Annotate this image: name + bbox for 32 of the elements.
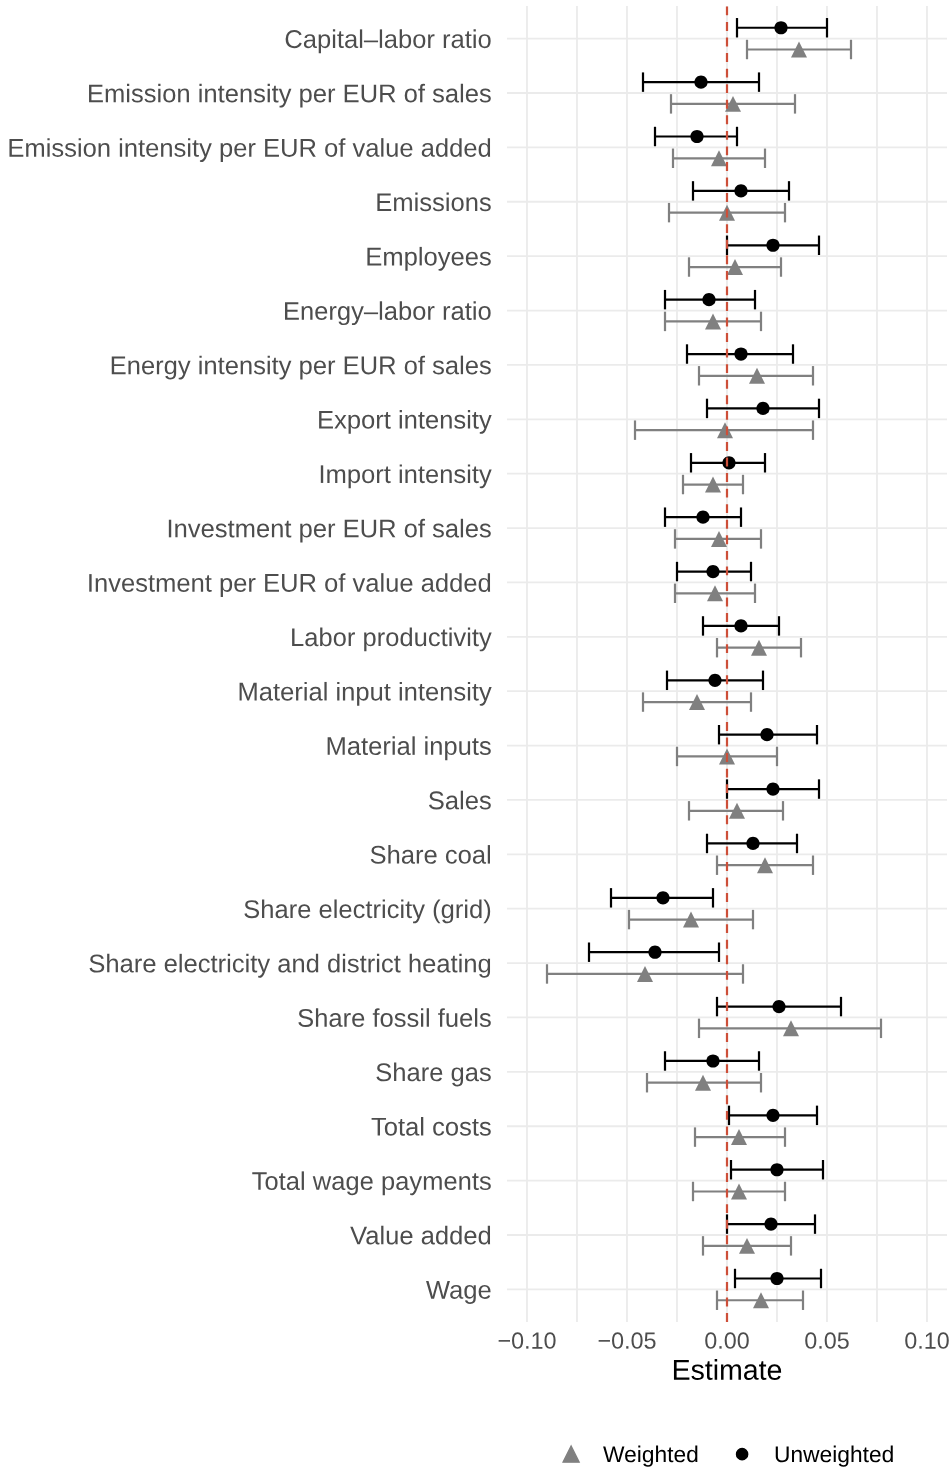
- legend-label: Unweighted: [775, 1445, 893, 1467]
- y-tick-label: Share coal: [370, 845, 491, 864]
- y-tick-label: Share gas: [376, 1062, 491, 1087]
- x-tick-label: −0.10: [498, 1332, 556, 1349]
- y-tick-label: Total costs: [371, 1116, 491, 1136]
- y-tick-label: Import intensity: [320, 464, 492, 489]
- x-tick-label: 0.05: [805, 1332, 849, 1349]
- y-tick-label: Emission intensity per EUR of sales: [89, 83, 491, 108]
- x-axis-title: Estimate: [673, 1359, 782, 1380]
- y-tick-label: Employees: [367, 246, 491, 271]
- y-tick-label: Wage: [426, 1281, 491, 1304]
- x-tick-label: 0.00: [705, 1332, 749, 1349]
- y-tick-label: Export intensity: [319, 410, 492, 434]
- y-tick-label: Share electricity (grid): [244, 899, 491, 924]
- y-tick-label: Share electricity and district heating: [89, 953, 491, 978]
- y-tick-label: Value added: [350, 1225, 491, 1245]
- y-tick-label: Emission intensity per EUR of value added: [9, 138, 491, 162]
- y-tick-label: Sales: [428, 790, 491, 810]
- y-tick-label: Energy–labor ratio: [285, 301, 491, 326]
- x-tick-label: −0.05: [598, 1332, 656, 1349]
- y-tick-label: Investment per EUR of value added: [89, 573, 491, 597]
- y-tick-label: Investment per EUR of sales: [168, 518, 491, 543]
- y-tick-label: Share fossil fuels: [298, 1008, 491, 1027]
- y-tick-label: Emissions: [377, 192, 491, 212]
- x-tick-label: 0.10: [905, 1332, 949, 1349]
- y-tick-label: Labor productivity: [292, 627, 492, 652]
- y-tick-label: Material inputs: [327, 736, 491, 761]
- legend-label: Weighted: [603, 1445, 698, 1467]
- y-tick-label: Material input intensity: [239, 681, 492, 706]
- y-tick-label: Energy intensity per EUR of sales: [111, 355, 491, 380]
- y-tick-label: Capital–labor ratio: [285, 29, 491, 54]
- y-tick-label: Total wage payments: [252, 1171, 491, 1196]
